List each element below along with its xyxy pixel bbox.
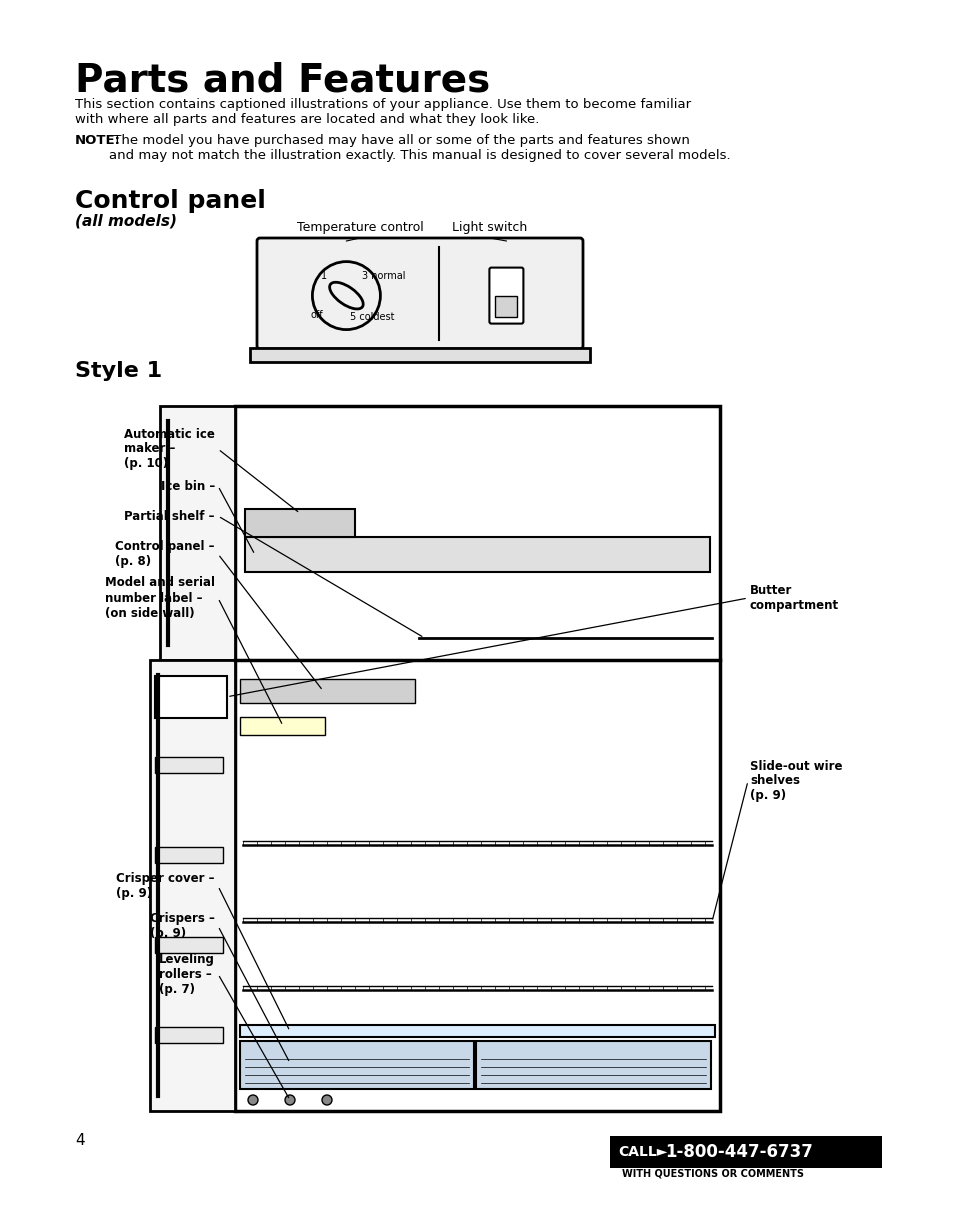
Bar [154,938,223,953]
Bar [240,1025,714,1037]
FancyBboxPatch shape [489,268,523,323]
Text: Style 1: Style 1 [75,361,162,381]
Text: Leveling
rollers –
(p. 7): Leveling rollers – (p. 7) [159,952,214,996]
FancyBboxPatch shape [609,1136,882,1169]
Text: 1: 1 [321,271,327,281]
Text: Control panel –
(p. 8): Control panel – (p. 8) [115,540,214,568]
Text: Parts and Features: Parts and Features [75,61,490,98]
Text: 3 normal: 3 normal [362,271,405,281]
Bar [250,348,589,362]
Bar [154,846,223,863]
Text: Automatic ice
maker –
(p. 10): Automatic ice maker – (p. 10) [124,428,214,471]
Text: WITH QUESTIONS OR COMMENTS: WITH QUESTIONS OR COMMENTS [621,1169,803,1180]
Text: NOTE:: NOTE: [75,134,121,147]
Bar [154,1028,223,1043]
Text: Slide-out wire
shelves
(p. 9): Slide-out wire shelves (p. 9) [749,760,841,803]
Circle shape [322,1094,332,1105]
Text: The model you have purchased may have all or some of the parts and features show: The model you have purchased may have al… [109,134,730,162]
Bar [160,406,234,660]
Text: 5 coldest: 5 coldest [350,311,395,321]
Text: off: off [310,310,322,320]
Text: Control panel: Control panel [75,188,266,213]
FancyBboxPatch shape [256,238,582,349]
Text: CALL►: CALL► [618,1145,667,1159]
Bar [150,660,234,1111]
Bar [240,716,325,734]
Text: Butter
compartment: Butter compartment [749,584,839,612]
Text: Model and serial
number label –
(on side wall): Model and serial number label – (on side… [105,576,214,619]
Bar [495,295,517,316]
Text: Partial shelf –: Partial shelf – [125,510,214,523]
Bar [245,537,709,573]
Circle shape [248,1094,257,1105]
Text: Ice bin –: Ice bin – [161,479,214,492]
Circle shape [285,1094,294,1105]
Bar [234,406,720,1111]
Text: Light switch: Light switch [452,221,527,233]
Bar [240,679,415,703]
Bar [240,1041,474,1090]
Bar [154,756,223,772]
Bar [245,510,355,537]
Text: This section contains captioned illustrations of your appliance. Use them to bec: This section contains captioned illustra… [75,98,690,126]
Text: 1-800-447-6737: 1-800-447-6737 [664,1143,812,1161]
Text: (all models): (all models) [75,214,177,229]
Bar [154,676,227,717]
Text: 4: 4 [75,1133,85,1148]
Bar [476,1041,710,1090]
Text: Temperature control: Temperature control [296,221,423,233]
Text: Crisper cover –
(p. 9): Crisper cover – (p. 9) [116,872,214,900]
Text: Crispers –
(p. 9): Crispers – (p. 9) [150,912,214,940]
